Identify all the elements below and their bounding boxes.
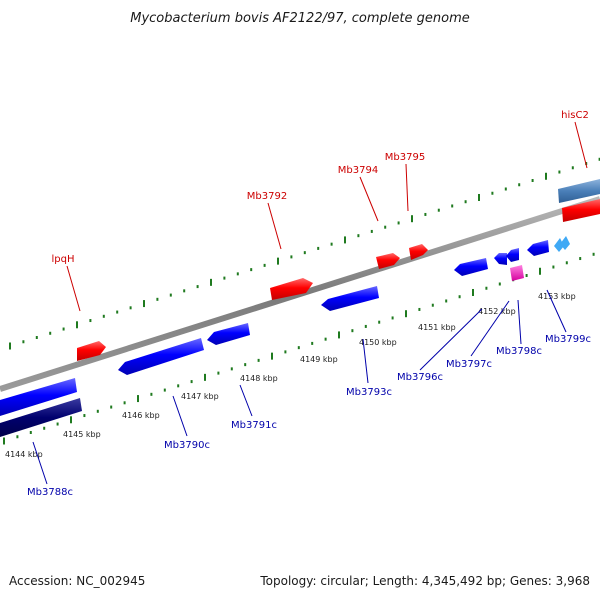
gene-hisC2[interactable] xyxy=(558,179,600,203)
reverse-gene-label[interactable]: Mb3788c xyxy=(27,487,73,498)
tick-label: 4145 kbp xyxy=(63,430,101,439)
reverse-gene-label[interactable]: Mb3798c xyxy=(496,346,542,357)
gene-Mb3792[interactable] xyxy=(270,278,313,300)
gene-Mb3791c[interactable] xyxy=(207,323,250,345)
leader-line xyxy=(574,121,588,169)
tick-label: 4150 kbp xyxy=(359,338,397,347)
leader-line xyxy=(172,395,188,437)
forward-tick-row xyxy=(9,157,600,350)
reverse-gene-label[interactable]: Mb3796c xyxy=(397,372,443,383)
forward-gene-label[interactable]: Mb3794 xyxy=(338,165,378,176)
leader-line xyxy=(362,338,369,384)
forward-gene-label[interactable]: hisC2 xyxy=(561,110,589,121)
reverse-gene-label[interactable]: Mb3791c xyxy=(231,420,277,431)
tick-label: 4149 kbp xyxy=(300,355,338,364)
map-title: Mycobacterium bovis AF2122/97, complete … xyxy=(130,11,469,26)
leader-line xyxy=(470,300,510,357)
tick-label: 4144 kbp xyxy=(5,450,43,459)
gene-small-cyan-2[interactable] xyxy=(560,236,570,250)
gene-Mb3795[interactable] xyxy=(409,244,428,260)
reverse-gene-label[interactable]: Mb3790c xyxy=(164,440,210,451)
gene-Mb3796c[interactable] xyxy=(454,258,488,276)
gene-Mb3788c[interactable] xyxy=(0,398,82,437)
gene-hisC2-red[interactable] xyxy=(562,199,600,222)
leader-line xyxy=(517,299,522,345)
tick-labels: 4144 kbp 4145 kbp 4146 kbp 4147 kbp 4148 kbp… xyxy=(5,292,576,459)
tick-label: 4146 kbp xyxy=(122,411,160,420)
tick-label: 4152 kbp xyxy=(478,307,516,316)
accession-text: Accession: NC_002945 xyxy=(9,574,145,588)
tick-label: 4147 kbp xyxy=(181,392,219,401)
gene-Mb3799c[interactable] xyxy=(527,240,549,256)
leader-line xyxy=(32,441,48,485)
leader-line xyxy=(359,176,379,222)
gene-Mb3797c[interactable] xyxy=(494,253,507,265)
leader-line xyxy=(66,265,81,312)
reverse-gene-label[interactable]: Mb3793c xyxy=(346,387,392,398)
gene-labels: lpqH Mb3792 Mb3794 Mb3795 hisC2 Mb3788c Mb3790… xyxy=(27,110,591,498)
leader-line xyxy=(546,289,567,333)
leader-line xyxy=(239,384,253,417)
tick-label: 4151 kbp xyxy=(418,323,456,332)
gene-Mb3798c[interactable] xyxy=(506,248,519,262)
tick-label: 4148 kbp xyxy=(240,374,278,383)
forward-gene-label[interactable]: Mb3795 xyxy=(385,152,425,163)
gene-pink-feature[interactable] xyxy=(510,265,524,281)
gene-Mb3793c[interactable] xyxy=(321,286,379,311)
genome-summary-text: Topology: circular; Length: 4,345,492 bp… xyxy=(259,574,590,588)
leader-line xyxy=(267,202,282,250)
tick-label: 4153 kbp xyxy=(538,292,576,301)
gene-block-left[interactable] xyxy=(0,378,77,416)
gene-small-cyan-1[interactable] xyxy=(554,238,564,252)
forward-genes xyxy=(77,179,600,361)
reverse-gene-label[interactable]: Mb3797c xyxy=(446,359,492,370)
leader-line xyxy=(405,163,409,212)
gene-lpqH[interactable] xyxy=(77,341,106,361)
gene-Mb3790c[interactable] xyxy=(118,338,204,375)
forward-gene-label[interactable]: Mb3792 xyxy=(247,191,287,202)
forward-gene-label[interactable]: lpqH xyxy=(52,254,75,265)
gene-Mb3794[interactable] xyxy=(376,253,400,269)
reverse-genes xyxy=(0,236,570,437)
reverse-gene-label[interactable]: Mb3799c xyxy=(545,334,591,345)
leader-line xyxy=(419,308,483,371)
